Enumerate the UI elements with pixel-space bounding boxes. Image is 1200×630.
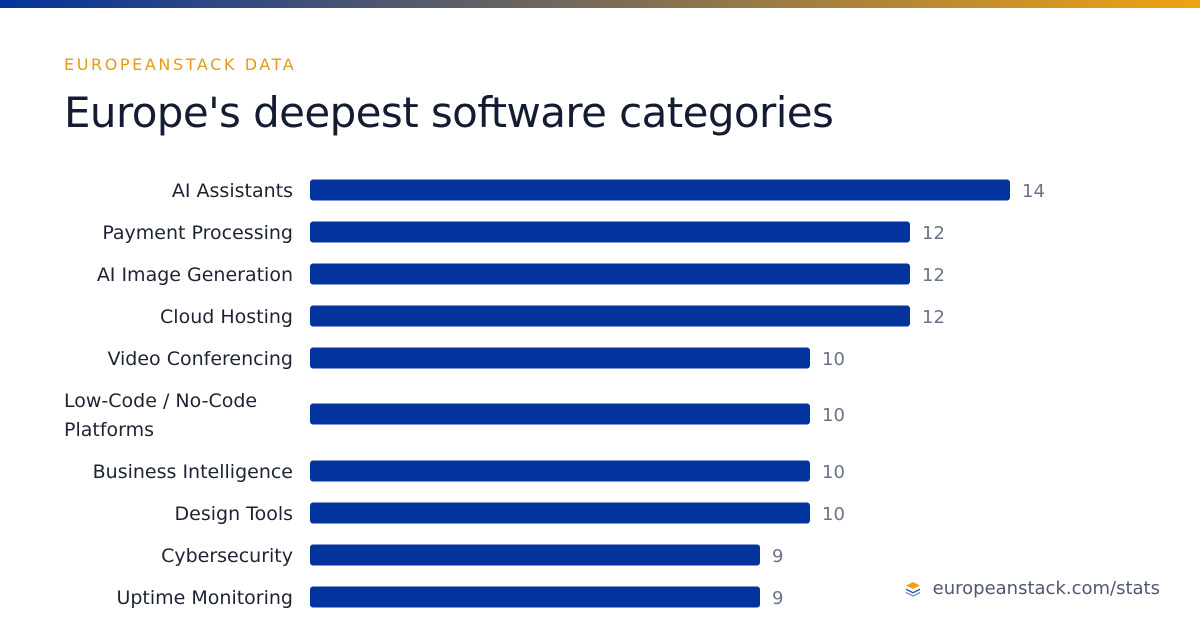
category-label: Cybersecurity [161, 545, 293, 567]
bar [310, 347, 810, 369]
bar [310, 403, 810, 425]
value-label: 10 [822, 349, 845, 370]
bar [310, 179, 1010, 201]
category-label: Business Intelligence [93, 461, 293, 483]
category-label: Cloud Hosting [160, 306, 293, 328]
value-label: 10 [822, 405, 845, 426]
value-label: 9 [772, 546, 783, 567]
bar [310, 502, 810, 524]
category-label: AI Image Generation [97, 264, 293, 286]
bar [310, 263, 910, 285]
category-label: Design Tools [175, 503, 293, 525]
eyebrow-label: EUROPEANSTACK DATA [64, 55, 297, 74]
value-label: 10 [822, 504, 845, 525]
category-label: Payment Processing [102, 222, 293, 244]
value-label: 9 [772, 588, 783, 609]
footer-url: europeanstack.com/stats [932, 578, 1160, 599]
value-label: 12 [922, 223, 945, 244]
category-label: AI Assistants [172, 180, 293, 202]
bar [310, 221, 910, 243]
bar [310, 305, 910, 327]
value-label: 12 [922, 307, 945, 328]
bar [310, 544, 760, 566]
footer-link[interactable]: europeanstack.com/stats [905, 578, 1160, 599]
category-label: Uptime Monitoring [116, 587, 293, 609]
value-label: 14 [1022, 181, 1045, 202]
value-label: 12 [922, 265, 945, 286]
bar [310, 586, 760, 608]
bar [310, 460, 810, 482]
page-title: Europe's deepest software categories [64, 88, 834, 137]
top-gradient-bar [0, 0, 1200, 8]
category-label: Video Conferencing [107, 348, 293, 370]
value-label: 10 [822, 462, 845, 483]
category-label: Low-Code / No-Code Platforms [64, 390, 257, 441]
layers-icon [905, 581, 921, 597]
